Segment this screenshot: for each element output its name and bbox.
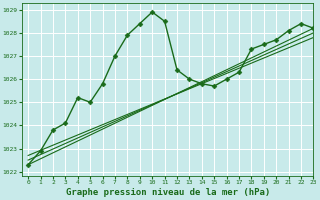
X-axis label: Graphe pression niveau de la mer (hPa): Graphe pression niveau de la mer (hPa): [66, 188, 270, 197]
